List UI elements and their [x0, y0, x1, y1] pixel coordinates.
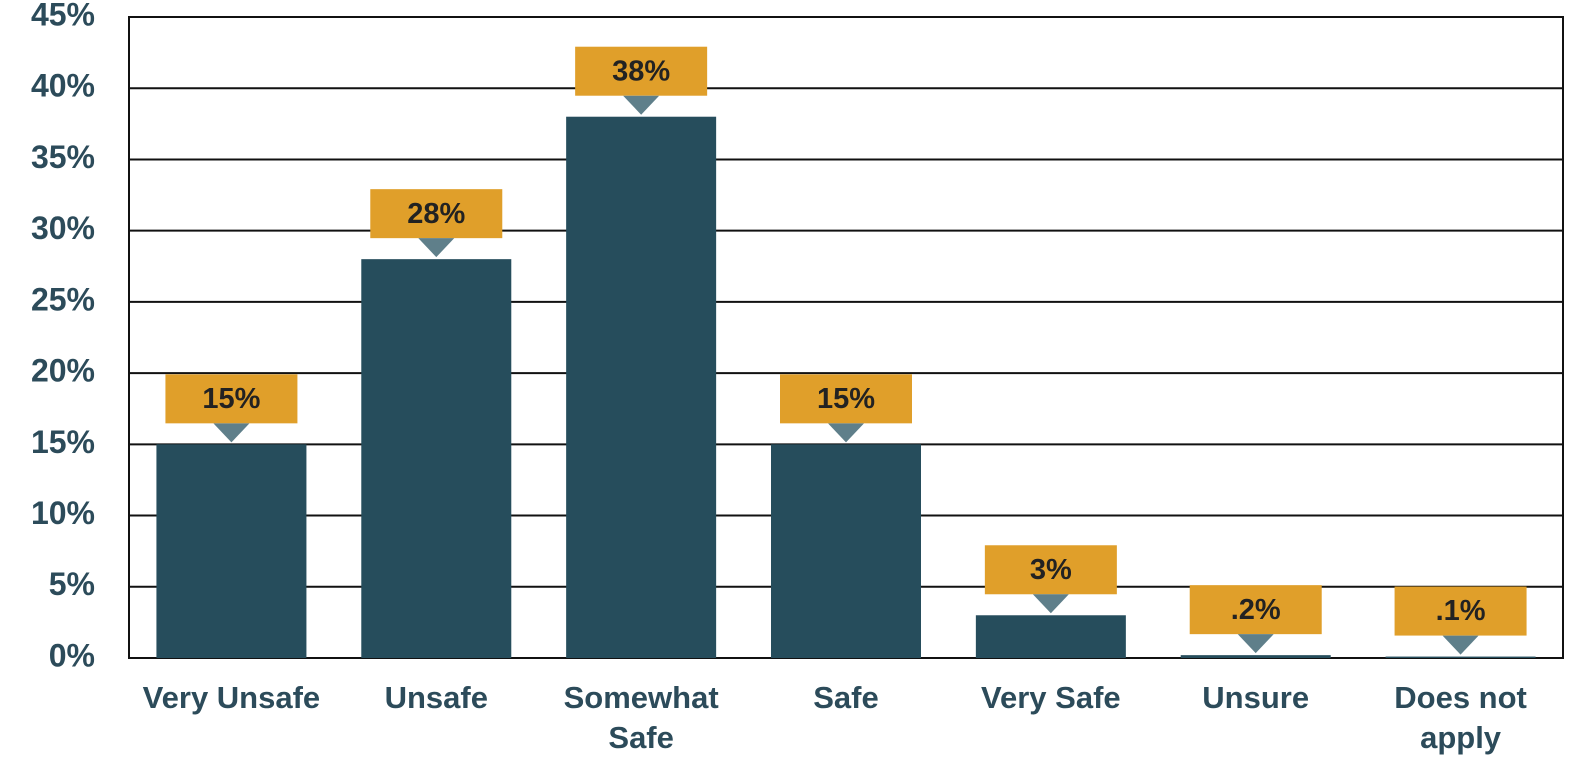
bar — [1180, 655, 1331, 658]
bar — [566, 116, 717, 658]
value-label: 28% — [407, 198, 465, 230]
x-tick-label: Does not apply — [1394, 680, 1527, 755]
x-tick-label: Very Unsafe — [142, 680, 321, 715]
value-label: .1% — [1436, 595, 1486, 627]
y-tick-label: 20% — [31, 353, 95, 389]
bar — [156, 444, 307, 658]
y-tick-label: 25% — [31, 281, 95, 317]
x-tick-label: Unsafe — [384, 680, 488, 715]
value-label-box — [370, 189, 503, 239]
bar — [1385, 656, 1536, 658]
y-tick-label: 10% — [31, 495, 95, 531]
x-tick-label: Somewhat Safe — [563, 680, 719, 755]
value-label-pointer — [213, 423, 250, 443]
value-label-box — [1394, 586, 1527, 636]
y-tick-label: 40% — [31, 68, 95, 104]
y-tick-label: 35% — [31, 139, 95, 175]
x-tick-label: Safe — [813, 680, 879, 715]
value-label-pointer — [623, 95, 660, 115]
x-tick-label: Very Safe — [981, 680, 1121, 715]
bar — [975, 615, 1126, 658]
value-label-pointer — [1237, 634, 1274, 654]
y-tick-label: 5% — [49, 566, 95, 602]
value-label: .2% — [1231, 594, 1281, 626]
y-tick-label: 15% — [31, 424, 95, 460]
bar — [361, 259, 512, 658]
value-label-pointer — [828, 423, 864, 443]
value-label: 3% — [1030, 554, 1072, 586]
value-label: 15% — [202, 383, 260, 415]
value-label-pointer — [1032, 594, 1069, 614]
value-label: 38% — [612, 55, 670, 87]
y-tick-label: 0% — [49, 637, 95, 673]
value-label: 15% — [817, 383, 875, 415]
bar — [771, 444, 921, 658]
y-tick-label: 45% — [31, 0, 95, 32]
value-label-box — [780, 374, 912, 424]
y-tick-label: 30% — [31, 210, 95, 246]
value-label-pointer — [418, 238, 455, 258]
x-tick-label: Unsure — [1202, 680, 1310, 715]
value-label-box — [984, 545, 1117, 595]
value-label-box — [165, 374, 298, 424]
value-label-box — [575, 46, 708, 96]
value-label-pointer — [1442, 635, 1479, 655]
value-label-box — [1189, 585, 1322, 635]
